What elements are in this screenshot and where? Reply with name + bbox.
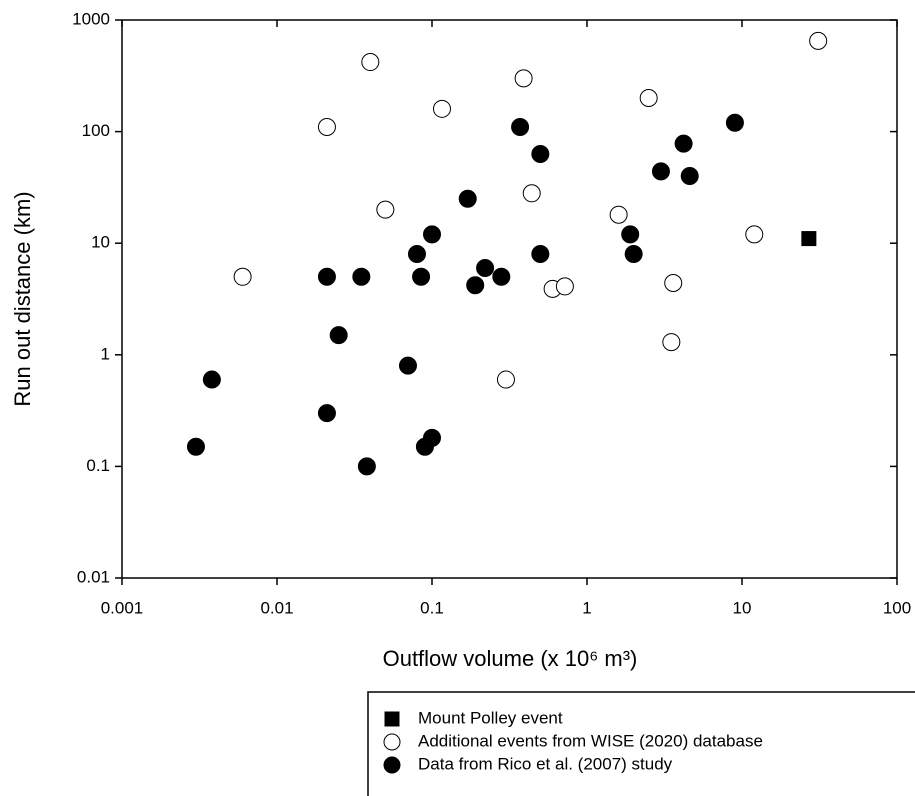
point bbox=[664, 273, 683, 292]
point bbox=[621, 225, 640, 244]
legend-marker bbox=[383, 756, 401, 774]
y-tick-label: 0.1 bbox=[86, 456, 110, 475]
y-axis-title: Run out distance (km) bbox=[10, 191, 35, 406]
point bbox=[357, 457, 376, 476]
y-tick-label: 0.01 bbox=[77, 567, 110, 586]
point bbox=[496, 370, 515, 389]
legend-text: Mount Polley event bbox=[418, 708, 563, 727]
point bbox=[492, 267, 511, 286]
x-tick-label: 0.001 bbox=[101, 598, 144, 617]
point bbox=[317, 117, 336, 136]
point bbox=[186, 437, 205, 456]
point bbox=[317, 404, 336, 423]
legend-marker bbox=[384, 711, 400, 727]
point bbox=[522, 184, 541, 203]
point bbox=[317, 267, 336, 286]
point bbox=[476, 258, 495, 277]
point bbox=[674, 134, 693, 153]
point bbox=[662, 333, 681, 352]
point bbox=[514, 69, 533, 88]
legend-text: Additional events from WISE (2020) datab… bbox=[418, 731, 763, 750]
x-tick-label: 10 bbox=[733, 598, 752, 617]
point bbox=[412, 267, 431, 286]
y-tick-label: 1000 bbox=[72, 9, 110, 28]
point bbox=[398, 356, 417, 375]
point bbox=[639, 89, 658, 108]
x-tick-label: 100 bbox=[883, 598, 911, 617]
point bbox=[680, 167, 699, 186]
point bbox=[458, 189, 477, 208]
x-axis-title: Outflow volume (x 10⁶ m³) bbox=[383, 646, 638, 671]
point bbox=[531, 144, 550, 163]
point bbox=[511, 117, 530, 136]
point bbox=[361, 53, 380, 72]
x-tick-label: 0.1 bbox=[420, 598, 444, 617]
x-tick-label: 0.01 bbox=[260, 598, 293, 617]
point bbox=[745, 225, 764, 244]
point bbox=[376, 200, 395, 219]
point bbox=[407, 245, 426, 264]
point bbox=[801, 231, 817, 247]
plot-frame bbox=[121, 19, 898, 579]
point bbox=[609, 205, 628, 224]
point bbox=[329, 326, 348, 345]
point bbox=[432, 99, 451, 118]
point bbox=[202, 370, 221, 389]
point bbox=[624, 245, 643, 264]
point bbox=[233, 267, 252, 286]
legend-box bbox=[367, 691, 915, 796]
point bbox=[725, 113, 744, 132]
point bbox=[531, 245, 550, 264]
x-tick-label: 1 bbox=[582, 598, 591, 617]
legend-text: Data from Rico et al. (2007) study bbox=[418, 754, 673, 773]
y-tick-label: 10 bbox=[91, 233, 110, 252]
point bbox=[423, 428, 441, 447]
point bbox=[466, 276, 485, 295]
point bbox=[651, 162, 670, 181]
legend-marker bbox=[383, 733, 401, 751]
point bbox=[352, 267, 371, 286]
point bbox=[809, 31, 828, 50]
y-tick-label: 100 bbox=[82, 121, 110, 140]
point bbox=[555, 277, 574, 296]
y-tick-label: 1 bbox=[101, 344, 110, 363]
point bbox=[423, 225, 441, 244]
